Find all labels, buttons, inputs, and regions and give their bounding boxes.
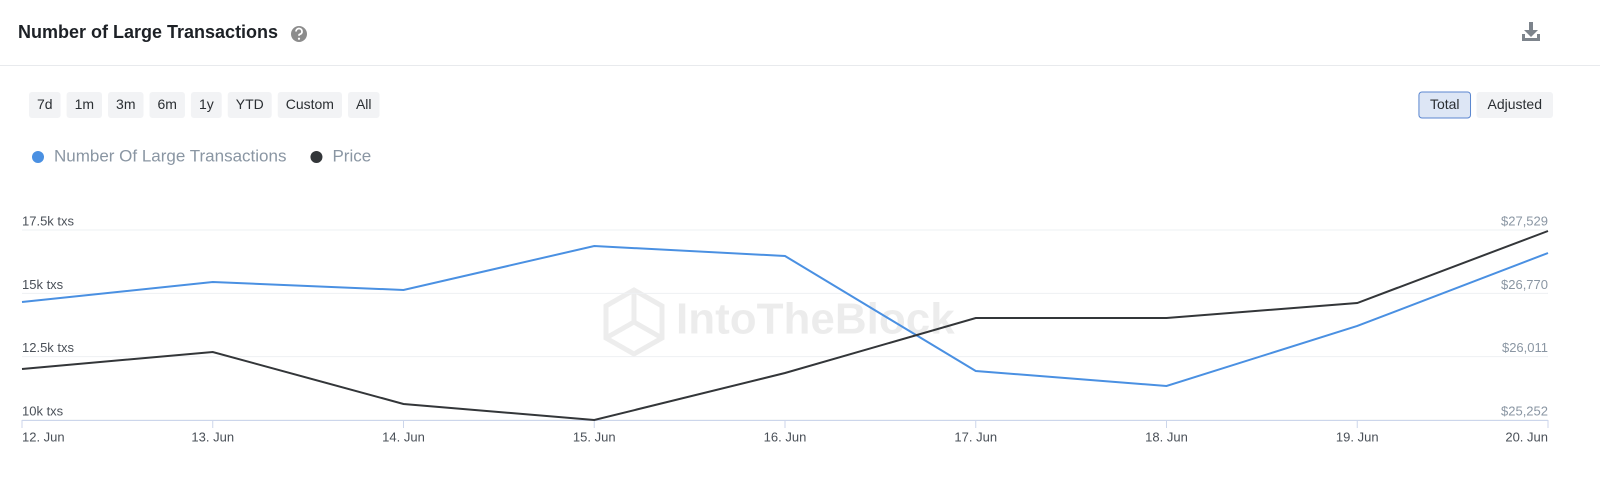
help-icon[interactable] (291, 26, 307, 42)
x-tick-label: 20. Jun (1505, 429, 1548, 444)
download-stem (1529, 22, 1533, 32)
download-tray (1522, 34, 1540, 41)
legend-label[interactable]: Price (332, 146, 371, 165)
y-tick-label: 10k txs (22, 403, 64, 418)
y-tick-label: 15k txs (22, 277, 64, 292)
help-dot (297, 37, 301, 40)
mode-button[interactable]: Total (1418, 91, 1472, 119)
range-button[interactable]: 6m (149, 92, 185, 118)
range-button[interactable]: 3m (108, 92, 144, 118)
range-button-label: Custom (286, 96, 334, 112)
y2-tick-label: $25,252 (1501, 403, 1548, 418)
range-button[interactable]: Custom (277, 92, 342, 118)
watermark: IntoTheBlock (603, 287, 955, 357)
x-tick-label: 14. Jun (382, 429, 425, 444)
range-button-bg (108, 92, 144, 118)
download-icon[interactable] (1522, 22, 1540, 41)
legend-marker[interactable] (32, 151, 44, 163)
range-button[interactable]: 1y (190, 92, 222, 118)
x-tick-label: 17. Jun (954, 429, 997, 444)
x-tick-label: 12. Jun (22, 429, 65, 444)
mode-button-bg (1476, 92, 1553, 118)
title: Number of Large Transactions (18, 22, 278, 42)
mode-button-bg (1418, 91, 1472, 119)
range-button-label: 1y (199, 96, 214, 112)
range-button-bg (277, 92, 342, 118)
range-button-bg (190, 92, 222, 118)
watermark-text: IntoTheBlock (676, 295, 955, 344)
range-button-bg (227, 92, 272, 118)
series-line (21, 230, 1549, 422)
range-button-bg (347, 92, 380, 118)
help-glyph (295, 27, 303, 36)
x-tick-label: 18. Jun (1145, 429, 1188, 444)
download-arrow (1524, 30, 1538, 37)
y2-tick-label: $27,529 (1501, 213, 1548, 228)
range-button-bg (29, 92, 61, 118)
y-tick-label: 12.5k txs (22, 340, 75, 355)
y2-tick-label: $26,011 (1502, 340, 1548, 355)
range-button-label: 1m (75, 96, 94, 112)
range-button[interactable]: YTD (227, 92, 272, 118)
range-button-label: All (356, 96, 372, 112)
range-button-bg (149, 92, 185, 118)
x-tick-label: 16. Jun (764, 429, 807, 444)
range-button-label: 6m (157, 96, 176, 112)
x-tick-label: 19. Jun (1336, 429, 1379, 444)
x-tick-label: 15. Jun (573, 429, 616, 444)
range-button[interactable]: All (347, 92, 380, 118)
range-button-label: YTD (236, 96, 264, 112)
range-button[interactable]: 7d (29, 92, 61, 118)
legend-label[interactable]: Number Of Large Transactions (54, 146, 286, 165)
range-button-bg (66, 92, 103, 118)
legend-marker[interactable] (310, 151, 323, 163)
y2-tick-label: $26,770 (1501, 277, 1548, 292)
range-button-label: 3m (116, 96, 135, 112)
y-tick-label: 17.5k txs (22, 213, 75, 228)
range-button[interactable]: 1m (66, 92, 103, 118)
mode-button-label: Total (1430, 96, 1460, 112)
watermark-logo (603, 287, 665, 357)
series-line (21, 245, 1549, 388)
x-tick-label: 13. Jun (191, 429, 234, 444)
range-button-label: 7d (37, 96, 53, 112)
mode-button-label: Adjusted (1488, 96, 1542, 112)
mode-button[interactable]: Adjusted (1476, 92, 1553, 118)
